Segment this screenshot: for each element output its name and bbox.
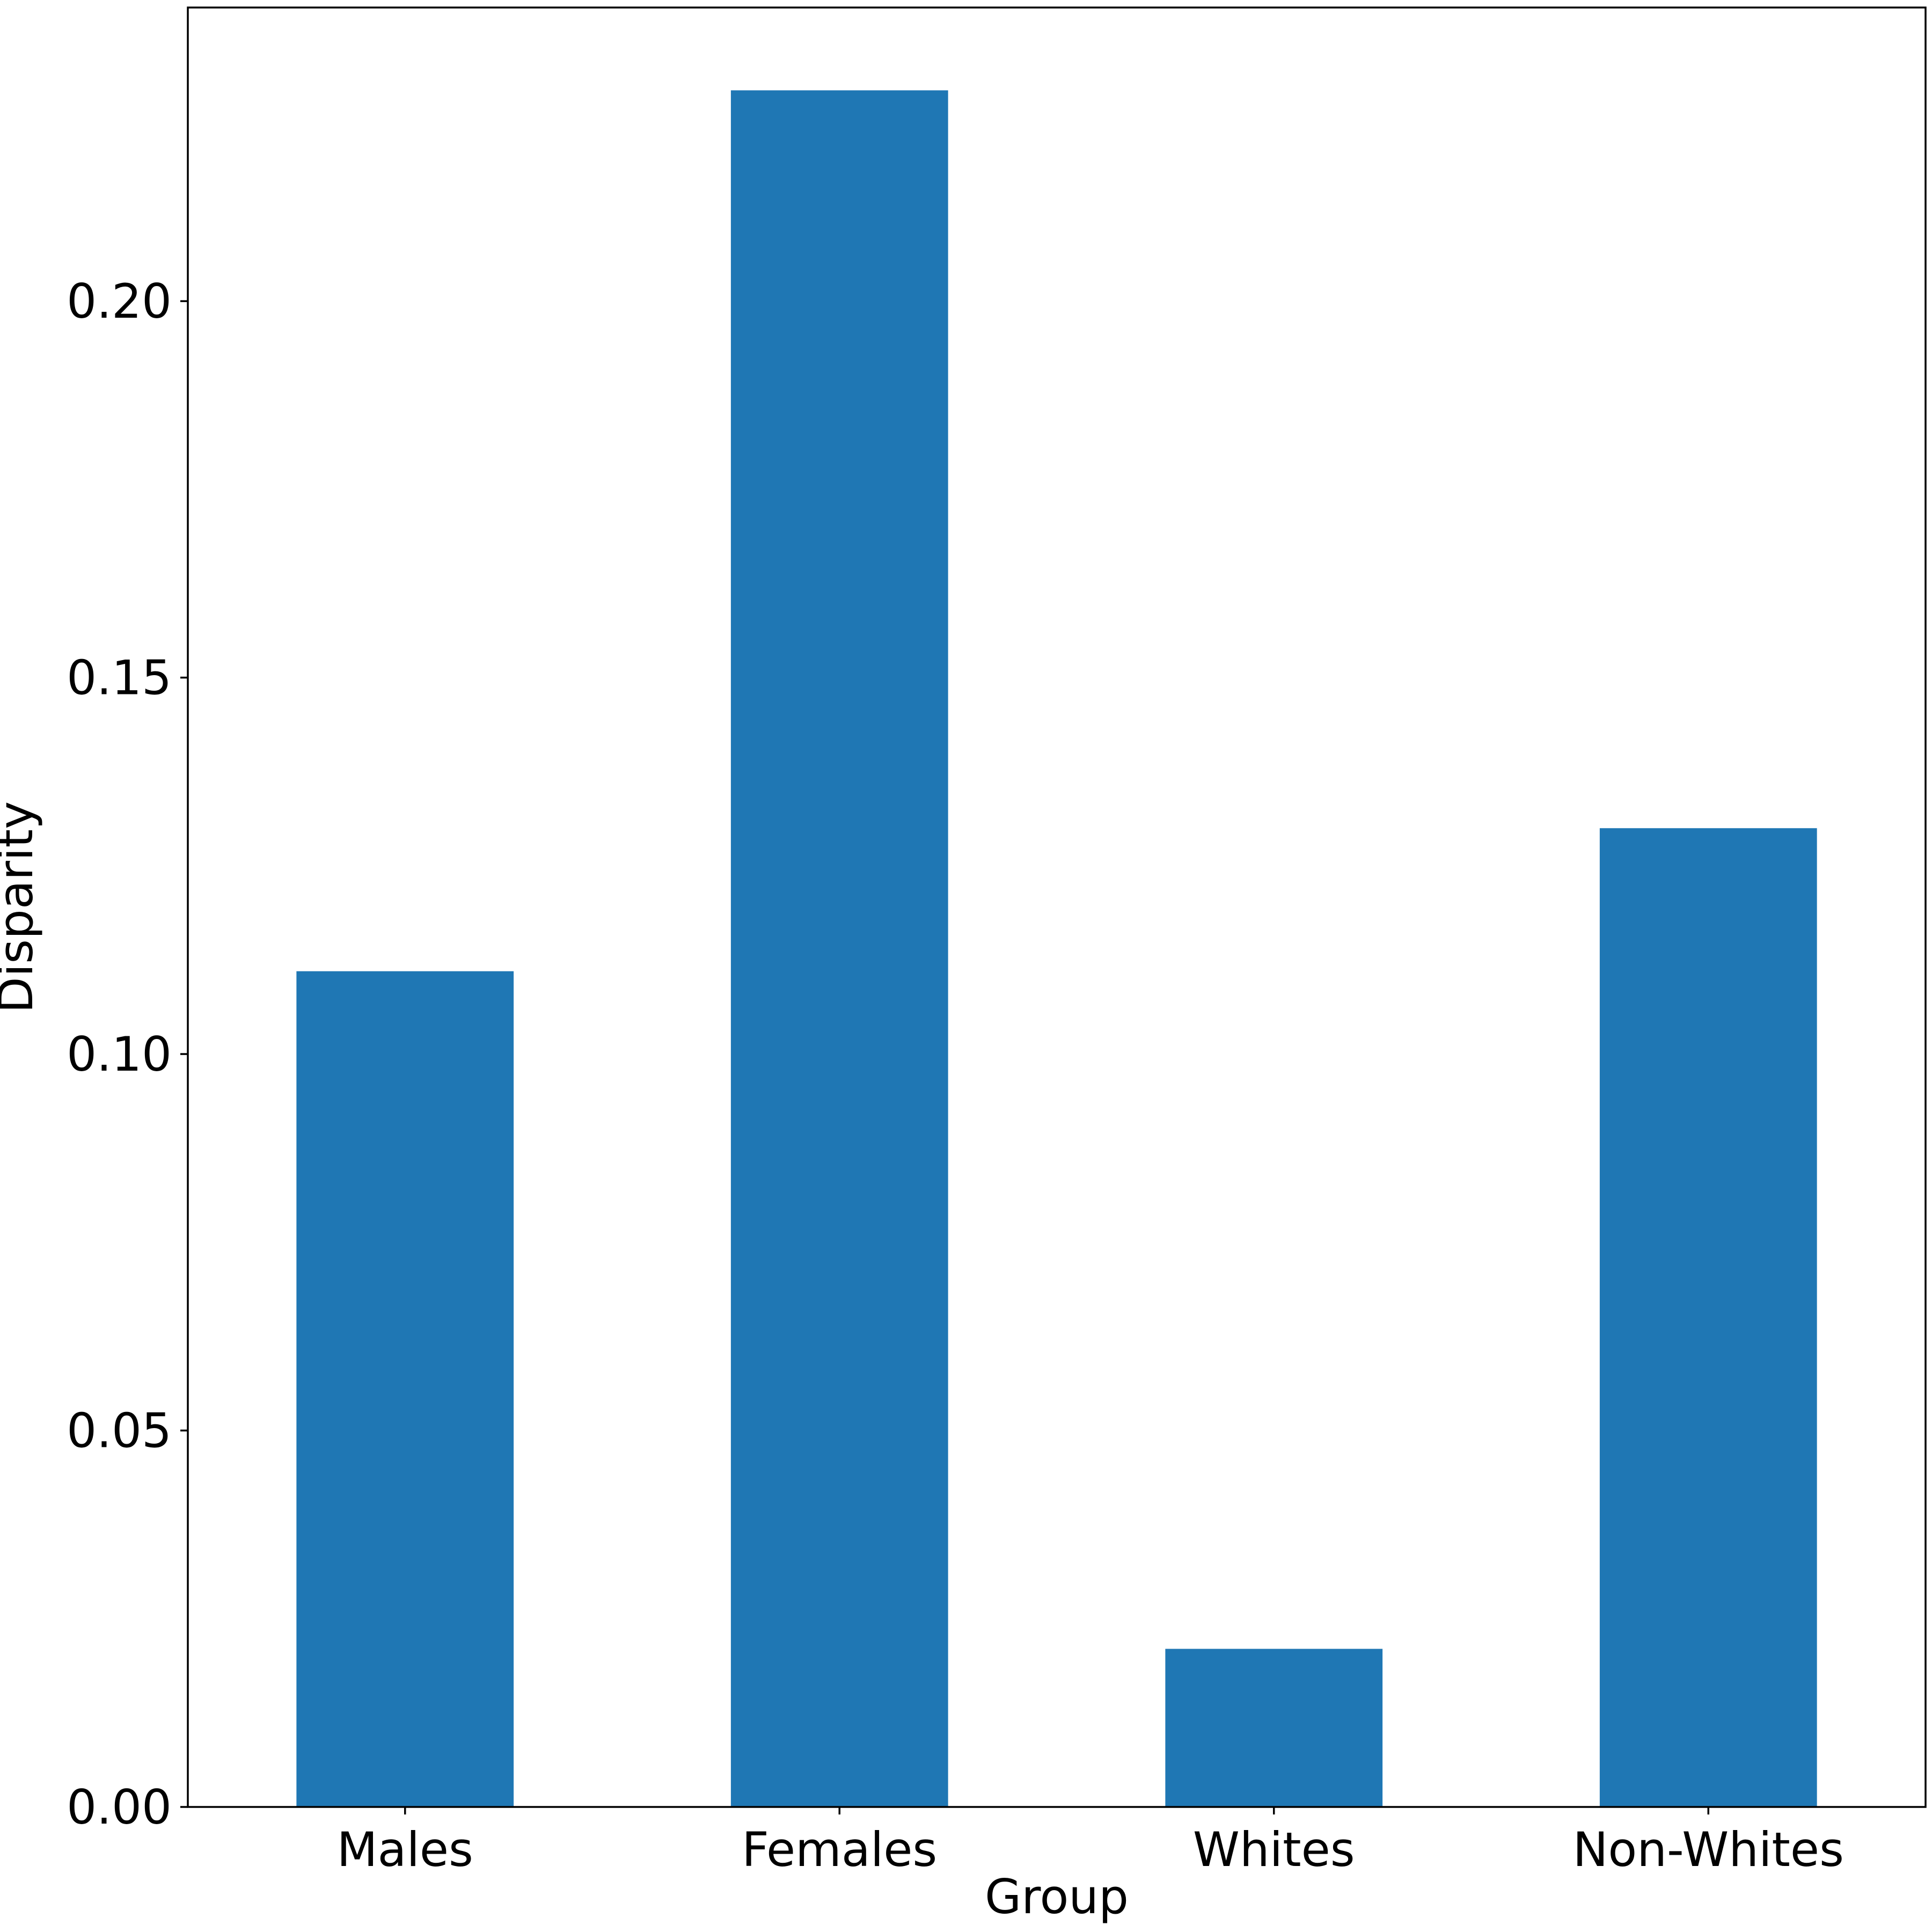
bars-group — [296, 90, 1817, 1807]
x-tick-label: Non-Whites — [1573, 1822, 1844, 1877]
y-axis-label: Disparity — [0, 801, 43, 1013]
bar-females — [730, 90, 948, 1807]
y-tick-label: 0.00 — [67, 1780, 172, 1835]
y-axis-ticks: 0.00 0.05 0.10 0.15 0.20 — [67, 274, 188, 1835]
x-tick-label: Males — [337, 1822, 473, 1877]
y-tick-label: 0.05 — [67, 1403, 172, 1459]
y-tick-label: 0.15 — [67, 650, 172, 706]
x-tick-label: Whites — [1193, 1822, 1355, 1877]
bar-whites — [1165, 1649, 1383, 1807]
x-axis-label: Group — [985, 1869, 1129, 1924]
x-tick-label: Females — [742, 1822, 937, 1877]
bar-males — [296, 971, 514, 1807]
x-axis-ticks: Males Females Whites Non-Whites — [337, 1807, 1844, 1877]
bar-non-whites — [1599, 828, 1817, 1807]
plot-frame — [187, 6, 1927, 1808]
y-tick-label: 0.10 — [67, 1027, 172, 1082]
y-tick-label: 0.20 — [67, 274, 172, 329]
